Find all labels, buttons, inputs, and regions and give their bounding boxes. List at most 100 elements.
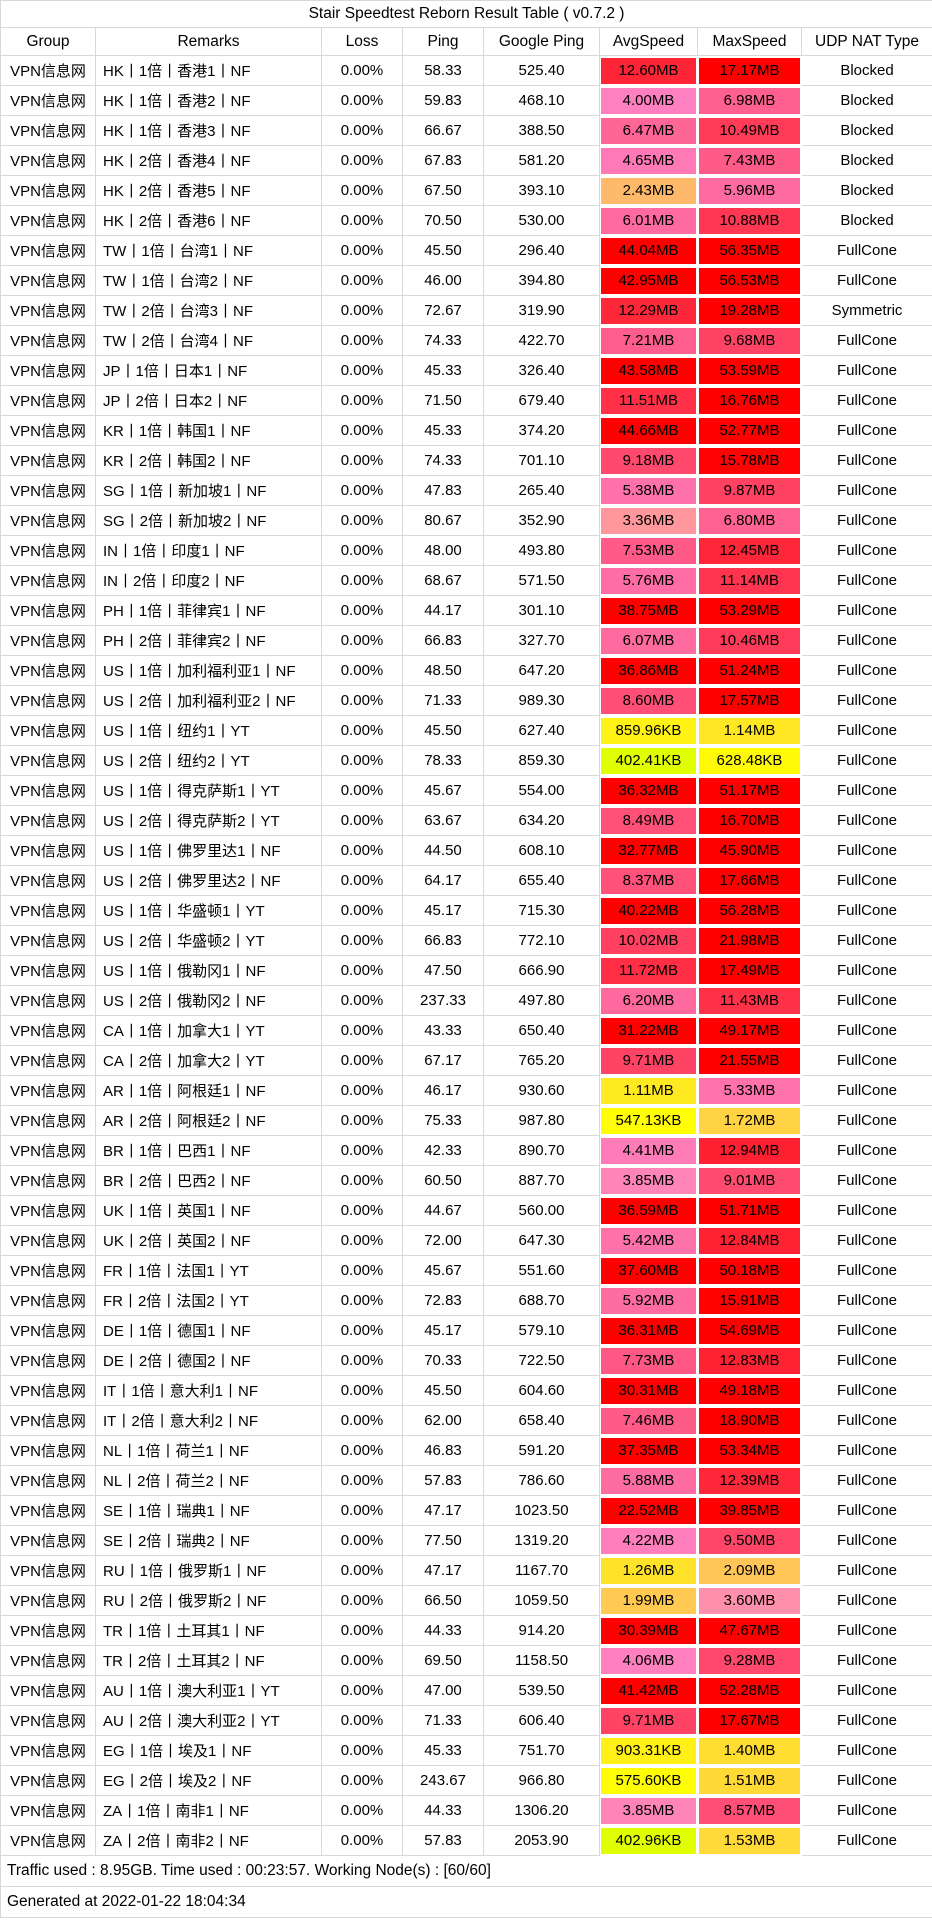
cell-google-ping: 388.50 bbox=[483, 115, 600, 146]
speed-value-chip: 45.90MB bbox=[699, 837, 800, 864]
cell-max-speed: 1.40MB bbox=[697, 1735, 802, 1766]
cell-remarks: BR丨2倍丨巴西2丨NF bbox=[95, 1165, 322, 1196]
speed-value-chip: 16.70MB bbox=[699, 807, 800, 834]
cell-ping: 44.50 bbox=[402, 835, 484, 866]
cell-remarks: HK丨2倍丨香港6丨NF bbox=[95, 205, 322, 236]
speed-value-chip: 7.53MB bbox=[601, 537, 696, 564]
table-row: VPN信息网 US丨1倍丨加利福利亚1丨NF 0.00% 48.50 647.20 36.… bbox=[0, 655, 932, 686]
cell-remarks: RU丨2倍丨俄罗斯2丨NF bbox=[95, 1585, 322, 1616]
cell-google-ping: 327.70 bbox=[483, 625, 600, 656]
cell-google-ping: 715.30 bbox=[483, 895, 600, 926]
cell-avg-speed: 6.01MB bbox=[599, 205, 698, 236]
table-row: VPN信息网 DE丨2倍丨德国2丨NF 0.00% 70.33 722.50 7.73MB… bbox=[0, 1345, 932, 1376]
cell-avg-speed: 8.37MB bbox=[599, 865, 698, 896]
cell-avg-speed: 5.38MB bbox=[599, 475, 698, 506]
cell-avg-speed: 37.35MB bbox=[599, 1435, 698, 1466]
speed-value-chip: 49.17MB bbox=[699, 1017, 800, 1044]
cell-avg-speed: 31.22MB bbox=[599, 1015, 698, 1046]
speed-value-chip: 30.39MB bbox=[601, 1617, 696, 1644]
cell-remarks: FR丨2倍丨法国2丨YT bbox=[95, 1285, 322, 1316]
cell-loss: 0.00% bbox=[321, 1435, 403, 1466]
cell-ping: 44.67 bbox=[402, 1195, 484, 1226]
speed-value-chip: 52.28MB bbox=[699, 1677, 800, 1704]
cell-loss: 0.00% bbox=[321, 745, 403, 776]
cell-remarks: PH丨1倍丨菲律宾1丨NF bbox=[95, 595, 322, 626]
cell-udp-nat-type: Blocked bbox=[800, 55, 932, 86]
table-row: VPN信息网 US丨2倍丨纽约2丨YT 0.00% 78.33 859.30 402.41… bbox=[0, 745, 932, 776]
cell-max-speed: 10.46MB bbox=[697, 625, 802, 656]
speed-value-chip: 21.55MB bbox=[699, 1047, 800, 1074]
cell-loss: 0.00% bbox=[321, 1585, 403, 1616]
cell-remarks: UK丨1倍丨英国1丨NF bbox=[95, 1195, 322, 1226]
cell-google-ping: 650.40 bbox=[483, 1015, 600, 1046]
footer-generated-at: Generated at 2022-01-22 18:04:34 bbox=[0, 1886, 932, 1918]
cell-google-ping: 930.60 bbox=[483, 1075, 600, 1106]
table-row: VPN信息网 PH丨2倍丨菲律宾2丨NF 0.00% 66.83 327.70 6.07M… bbox=[0, 625, 932, 656]
cell-group: VPN信息网 bbox=[0, 655, 96, 686]
cell-ping: 75.33 bbox=[402, 1105, 484, 1136]
cell-google-ping: 2053.90 bbox=[483, 1825, 600, 1856]
cell-ping: 45.50 bbox=[402, 235, 484, 266]
cell-ping: 74.33 bbox=[402, 445, 484, 476]
cell-loss: 0.00% bbox=[321, 1375, 403, 1406]
cell-ping: 72.00 bbox=[402, 1225, 484, 1256]
cell-google-ping: 530.00 bbox=[483, 205, 600, 236]
speed-value-chip: 8.57MB bbox=[699, 1797, 800, 1824]
title-row: Stair Speedtest Reborn Result Table ( v0… bbox=[0, 0, 932, 28]
cell-max-speed: 17.67MB bbox=[697, 1705, 802, 1736]
cell-udp-nat-type: FullCone bbox=[800, 235, 932, 266]
cell-max-speed: 1.53MB bbox=[697, 1825, 802, 1856]
table-row: VPN信息网 SG丨1倍丨新加坡1丨NF 0.00% 47.83 265.40 5.38M… bbox=[0, 475, 932, 506]
cell-loss: 0.00% bbox=[321, 1165, 403, 1196]
cell-loss: 0.00% bbox=[321, 175, 403, 206]
cell-google-ping: 647.20 bbox=[483, 655, 600, 686]
cell-udp-nat-type: FullCone bbox=[800, 925, 932, 956]
cell-avg-speed: 3.85MB bbox=[599, 1795, 698, 1826]
cell-group: VPN信息网 bbox=[0, 1255, 96, 1286]
table-row: VPN信息网 BR丨2倍丨巴西2丨NF 0.00% 60.50 887.70 3.85MB… bbox=[0, 1165, 932, 1196]
cell-max-speed: 15.78MB bbox=[697, 445, 802, 476]
table-row: VPN信息网 US丨2倍丨俄勒冈2丨NF 0.00% 237.33 497.80 6.20… bbox=[0, 985, 932, 1016]
cell-google-ping: 786.60 bbox=[483, 1465, 600, 1496]
cell-avg-speed: 42.95MB bbox=[599, 265, 698, 296]
cell-udp-nat-type: FullCone bbox=[800, 475, 932, 506]
cell-loss: 0.00% bbox=[321, 475, 403, 506]
cell-udp-nat-type: FullCone bbox=[800, 805, 932, 836]
cell-udp-nat-type: FullCone bbox=[800, 955, 932, 986]
cell-max-speed: 17.57MB bbox=[697, 685, 802, 716]
cell-remarks: DE丨1倍丨德国1丨NF bbox=[95, 1315, 322, 1346]
cell-max-speed: 6.80MB bbox=[697, 505, 802, 536]
cell-remarks: SG丨2倍丨新加坡2丨NF bbox=[95, 505, 322, 536]
cell-loss: 0.00% bbox=[321, 865, 403, 896]
column-header-group: Group bbox=[0, 27, 96, 56]
cell-udp-nat-type: FullCone bbox=[800, 1735, 932, 1766]
table-row: VPN信息网 IT丨1倍丨意大利1丨NF 0.00% 45.50 604.60 30.31… bbox=[0, 1375, 932, 1406]
cell-udp-nat-type: FullCone bbox=[800, 1135, 932, 1166]
cell-loss: 0.00% bbox=[321, 1495, 403, 1526]
table-row: VPN信息网 UK丨2倍丨英国2丨NF 0.00% 72.00 647.30 5.42MB… bbox=[0, 1225, 932, 1256]
table-row: VPN信息网 CA丨1倍丨加拿大1丨YT 0.00% 43.33 650.40 31.22… bbox=[0, 1015, 932, 1046]
cell-ping: 63.67 bbox=[402, 805, 484, 836]
table-row: VPN信息网 HK丨2倍丨香港5丨NF 0.00% 67.50 393.10 2.43MB… bbox=[0, 175, 932, 206]
cell-avg-speed: 1.99MB bbox=[599, 1585, 698, 1616]
cell-udp-nat-type: FullCone bbox=[800, 355, 932, 386]
speed-value-chip: 12.60MB bbox=[601, 57, 696, 84]
speed-value-chip: 8.49MB bbox=[601, 807, 696, 834]
cell-remarks: EG丨2倍丨埃及2丨NF bbox=[95, 1765, 322, 1796]
table-row: VPN信息网 NL丨1倍丨荷兰1丨NF 0.00% 46.83 591.20 37.35M… bbox=[0, 1435, 932, 1466]
cell-ping: 48.50 bbox=[402, 655, 484, 686]
speed-value-chip: 16.76MB bbox=[699, 387, 800, 414]
cell-max-speed: 9.50MB bbox=[697, 1525, 802, 1556]
cell-avg-speed: 40.22MB bbox=[599, 895, 698, 926]
cell-avg-speed: 10.02MB bbox=[599, 925, 698, 956]
cell-loss: 0.00% bbox=[321, 1255, 403, 1286]
cell-ping: 66.83 bbox=[402, 625, 484, 656]
speed-value-chip: 56.28MB bbox=[699, 897, 800, 924]
cell-max-speed: 51.24MB bbox=[697, 655, 802, 686]
cell-max-speed: 1.14MB bbox=[697, 715, 802, 746]
cell-avg-speed: 575.60KB bbox=[599, 1765, 698, 1796]
cell-google-ping: 688.70 bbox=[483, 1285, 600, 1316]
table-row: VPN信息网 SE丨2倍丨瑞典2丨NF 0.00% 77.50 1319.20 4.22M… bbox=[0, 1525, 932, 1556]
cell-remarks: PH丨2倍丨菲律宾2丨NF bbox=[95, 625, 322, 656]
speed-value-chip: 5.42MB bbox=[601, 1227, 696, 1254]
